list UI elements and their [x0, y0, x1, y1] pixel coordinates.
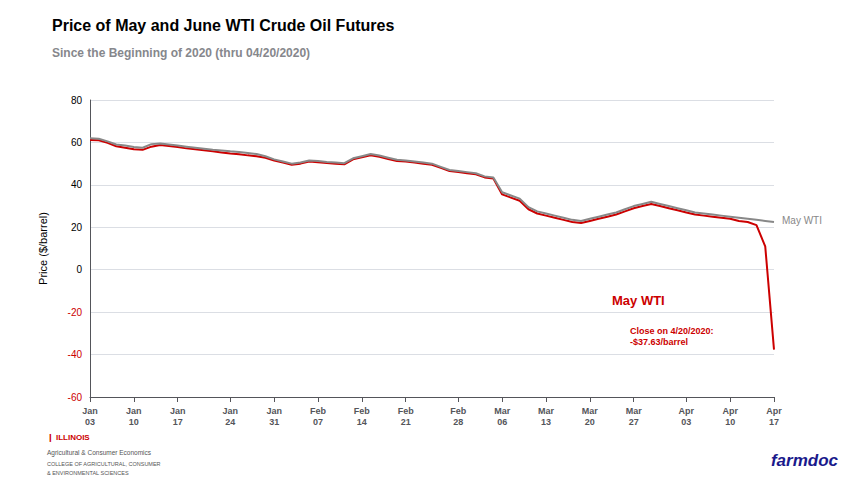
svg-text:Mar: Mar	[626, 406, 643, 416]
svg-text:Jan: Jan	[223, 406, 239, 416]
svg-text:-$37.63/barrel: -$37.63/barrel	[630, 337, 688, 347]
svg-text:07: 07	[313, 417, 323, 427]
svg-text:Feb: Feb	[398, 406, 415, 416]
svg-text:-20: -20	[68, 307, 83, 318]
svg-text:13: 13	[541, 417, 551, 427]
svg-text:Feb: Feb	[450, 406, 467, 416]
svg-text:20: 20	[71, 222, 83, 233]
svg-text:80: 80	[71, 95, 83, 106]
svg-text:Jan: Jan	[170, 406, 186, 416]
svg-text:Mar: Mar	[494, 406, 511, 416]
svg-text:03: 03	[681, 417, 691, 427]
svg-text:Since the Beginning of 2020 (t: Since the Beginning of 2020 (thru 04/20/…	[52, 46, 310, 60]
svg-text:60: 60	[71, 137, 83, 148]
svg-text:Jan: Jan	[126, 406, 142, 416]
svg-text:Jan: Jan	[82, 406, 98, 416]
svg-text:40: 40	[71, 179, 83, 190]
svg-text:17: 17	[173, 417, 183, 427]
svg-text:May WTI: May WTI	[782, 215, 822, 226]
svg-text:03: 03	[85, 417, 95, 427]
svg-text:Apr: Apr	[722, 406, 738, 416]
svg-text:Feb: Feb	[310, 406, 327, 416]
svg-text:May WTI: May WTI	[612, 293, 665, 308]
svg-text:Jan: Jan	[266, 406, 282, 416]
svg-text:Feb: Feb	[354, 406, 371, 416]
svg-text:Price of May and June WTI Crud: Price of May and June WTI Crude Oil Futu…	[52, 17, 394, 34]
svg-text:0: 0	[76, 264, 82, 275]
svg-text:Close on 4/20/2020:: Close on 4/20/2020:	[630, 326, 714, 336]
svg-text:Apr: Apr	[679, 406, 695, 416]
svg-text:27: 27	[629, 417, 639, 427]
svg-text:21: 21	[401, 417, 411, 427]
svg-text:& ENVIRONMENTAL SCIENCES: & ENVIRONMENTAL SCIENCES	[47, 470, 129, 476]
svg-text:10: 10	[725, 417, 735, 427]
svg-text:Price ($/barrel): Price ($/barrel)	[37, 212, 49, 285]
svg-text:06: 06	[497, 417, 507, 427]
svg-text:17: 17	[769, 417, 779, 427]
svg-text:31: 31	[269, 417, 279, 427]
svg-text:farmdoc: farmdoc	[771, 451, 839, 470]
svg-text:Mar: Mar	[538, 406, 555, 416]
svg-text:14: 14	[357, 417, 367, 427]
svg-text:28: 28	[453, 417, 463, 427]
svg-text:Apr: Apr	[766, 406, 782, 416]
svg-text:20: 20	[585, 417, 595, 427]
svg-text:24: 24	[225, 417, 235, 427]
svg-text:❙ ILLINOIS: ❙ ILLINOIS	[47, 433, 90, 442]
svg-text:-40: -40	[68, 349, 83, 360]
svg-text:Agricultural & Consumer Econom: Agricultural & Consumer Economics	[47, 449, 152, 457]
svg-text:10: 10	[129, 417, 139, 427]
svg-text:-60: -60	[68, 392, 83, 403]
svg-text:COLLEGE OF AGRICULTURAL, CONSU: COLLEGE OF AGRICULTURAL, CONSUMER	[47, 461, 161, 467]
svg-text:Mar: Mar	[582, 406, 599, 416]
